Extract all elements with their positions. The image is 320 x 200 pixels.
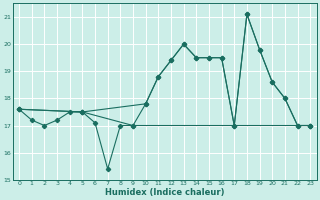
X-axis label: Humidex (Indice chaleur): Humidex (Indice chaleur)	[105, 188, 224, 197]
